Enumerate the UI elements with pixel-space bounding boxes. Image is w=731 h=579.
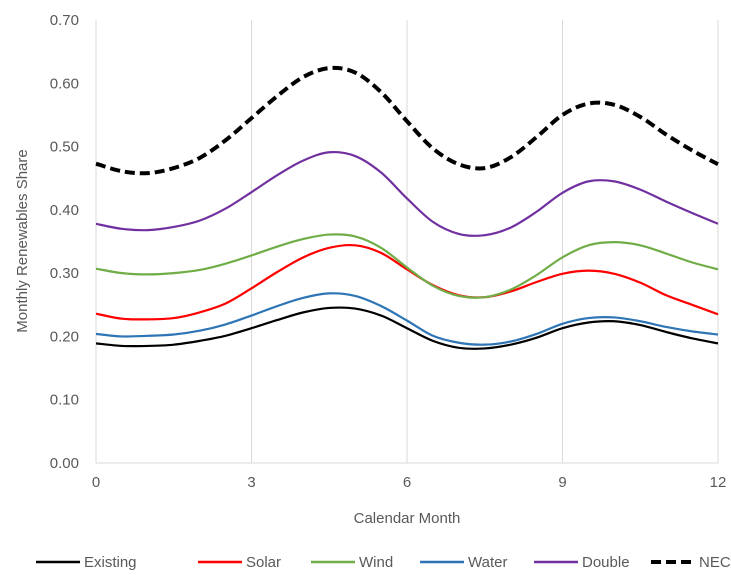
series-line-existing — [95, 306, 719, 350]
legend-label-necp-2030: NECP 2030 — [699, 554, 731, 571]
y-tick-label-0: 0.00 — [50, 455, 79, 472]
data-series — [95, 65, 719, 350]
legend: Existing Solar Wind Water Double NECP 2030 — [36, 554, 731, 571]
legend-label-solar: Solar — [246, 554, 281, 571]
x-tick-label-0: 0 — [92, 474, 100, 491]
y-axis-title: Monthly Renewables Share — [14, 149, 31, 332]
y-tick-label-1: 0.10 — [50, 392, 79, 409]
tick-labels: 0 3 6 9 12 0.00 0.10 0.20 0.30 0.40 0.50 0.60 0.70 — [50, 12, 727, 491]
legend-label-wind: Wind — [359, 554, 393, 571]
series-line-double — [95, 150, 719, 237]
y-tick-label-3: 0.30 — [50, 265, 79, 282]
y-tick-label-5: 0.50 — [50, 139, 79, 156]
x-tick-label-1: 3 — [247, 474, 255, 491]
x-axis-title: Calendar Month — [354, 510, 461, 527]
gridlines — [95, 20, 719, 463]
y-tick-label-6: 0.60 — [50, 75, 79, 92]
legend-label-double: Double — [582, 554, 630, 571]
legend-label-existing: Existing — [84, 554, 137, 571]
series-line-water — [95, 292, 719, 346]
series-line-solar — [95, 243, 719, 321]
y-tick-label-4: 0.40 — [50, 202, 79, 219]
series-line-necp-2030 — [95, 65, 719, 176]
legend-label-water: Water — [468, 554, 507, 571]
x-tick-label-3: 9 — [558, 474, 566, 491]
y-tick-label-7: 0.70 — [50, 12, 79, 29]
x-tick-label-2: 6 — [403, 474, 411, 491]
x-tick-label-4: 12 — [710, 474, 727, 491]
series-line-wind — [95, 233, 719, 299]
y-tick-label-2: 0.20 — [50, 328, 79, 345]
